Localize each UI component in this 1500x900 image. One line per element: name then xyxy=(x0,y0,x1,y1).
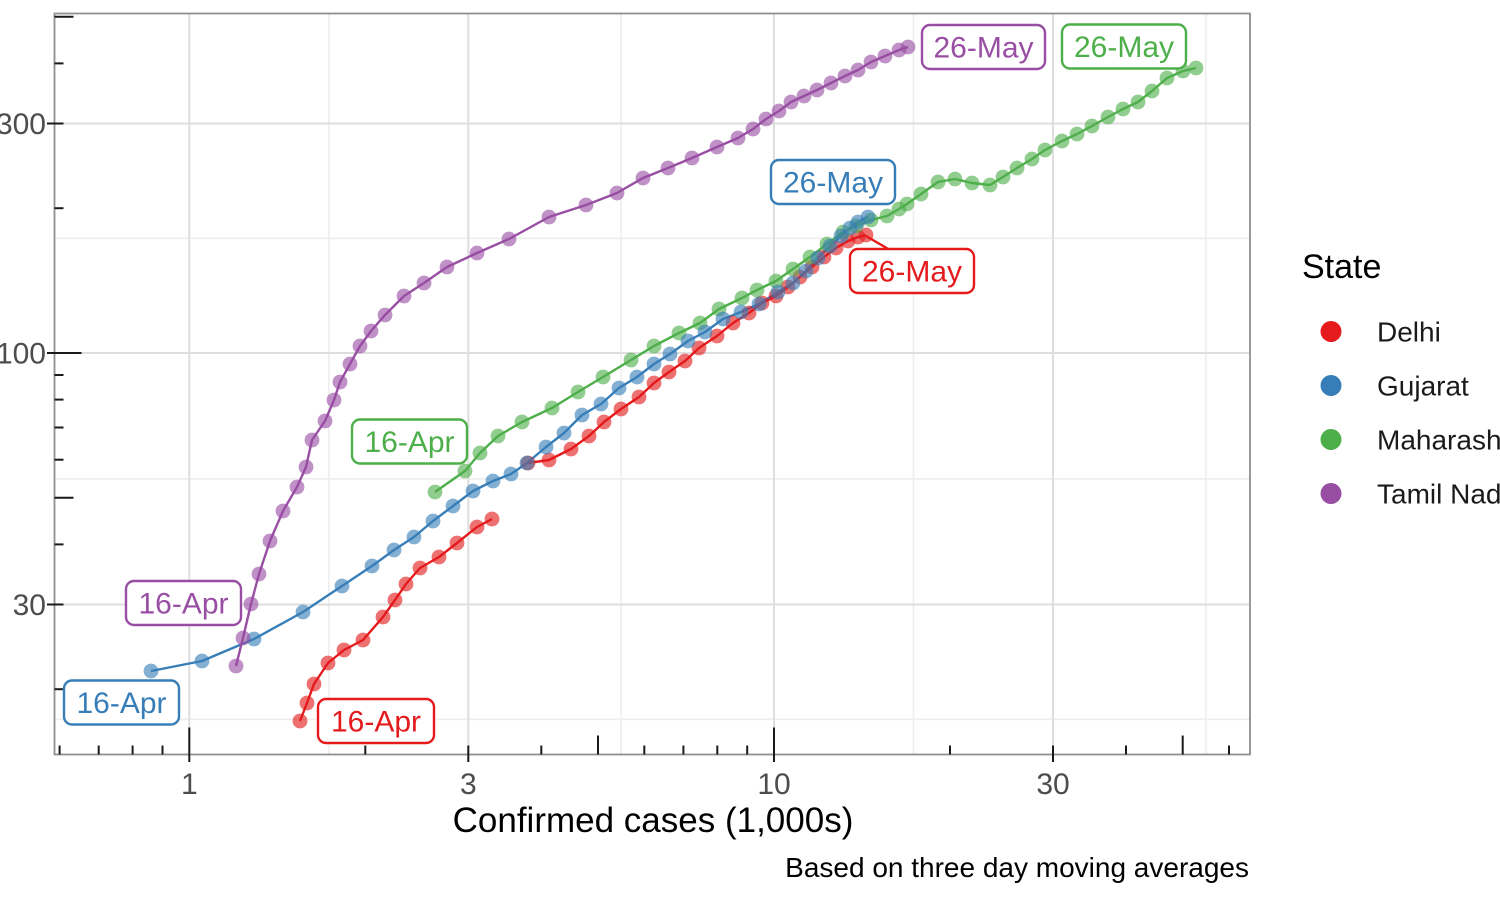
svg-text:300: 300 xyxy=(0,108,46,141)
svg-text:State: State xyxy=(1302,248,1381,286)
svg-text:3: 3 xyxy=(460,768,477,801)
svg-text:Maharashtra: Maharashtra xyxy=(1377,425,1500,456)
svg-text:16-Apr: 16-Apr xyxy=(138,588,228,621)
svg-text:Based on three day moving aver: Based on three day moving averages xyxy=(785,852,1249,883)
svg-text:100: 100 xyxy=(0,338,46,371)
svg-text:26-May: 26-May xyxy=(1074,31,1174,64)
svg-text:26-May: 26-May xyxy=(933,32,1033,65)
svg-text:16-Apr: 16-Apr xyxy=(331,706,421,739)
svg-text:16-Apr: 16-Apr xyxy=(364,426,454,459)
svg-text:26-May: 26-May xyxy=(862,256,962,289)
svg-text:Delhi: Delhi xyxy=(1377,317,1441,348)
svg-text:Tamil Nadu: Tamil Nadu xyxy=(1377,479,1500,510)
svg-text:16-Apr: 16-Apr xyxy=(76,687,166,720)
svg-text:Gujarat: Gujarat xyxy=(1377,371,1469,402)
svg-text:Confirmed cases (1,000s): Confirmed cases (1,000s) xyxy=(453,801,854,840)
svg-text:30: 30 xyxy=(13,589,46,622)
svg-text:30: 30 xyxy=(1036,768,1069,801)
svg-text:1: 1 xyxy=(181,768,198,801)
svg-text:10: 10 xyxy=(757,768,790,801)
svg-text:26-May: 26-May xyxy=(783,167,883,200)
